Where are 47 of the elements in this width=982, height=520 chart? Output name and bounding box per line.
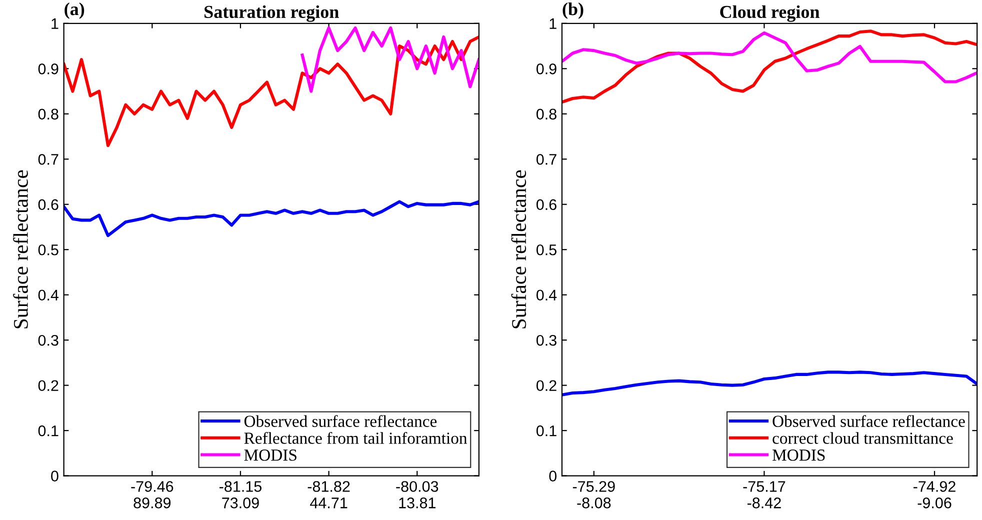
y-tick-label: 0.1 [38,425,58,436]
y-tick-label: 1 [550,18,556,29]
line-series [300,26,479,93]
y-tick-label: 0.2 [38,380,58,392]
legend-label: Observed surface reflectance [244,415,437,427]
y-tick-label: 0.8 [38,108,58,120]
y-tick-label: 1 [52,18,58,29]
y-axis-title: Surface reflectance [511,170,526,328]
x-tick-label: -81.82 44.71 [308,481,350,508]
y-tick-label: 0.6 [536,199,556,210]
legend-label: Reflectance from tail inforamtion [244,432,468,444]
y-tick-label: 0.8 [536,108,556,120]
y-tick-label: 0.1 [536,425,556,436]
y-tick-label: 0.5 [38,244,58,256]
y-tick-label: 0.3 [536,334,556,346]
legend-label: Observed surface reflectance [772,415,965,427]
x-tick-label: -74.92 -9.06 [914,481,956,508]
y-tick-label: 0.7 [536,154,556,165]
y-tick-label: 0 [549,470,557,482]
x-tick-label: -79.46 89.89 [131,481,174,508]
y-tick-label: 0.3 [38,334,58,346]
y-axis-title: Surface reflectance [13,170,28,328]
legend-label: correct cloud transmittance [772,432,953,444]
y-tick-label: 0.7 [38,154,58,165]
text: (a) [64,2,84,19]
chart-title: Saturation region [204,5,339,22]
x-tick-label: -75.17 -8.42 [743,481,786,508]
x-tick-label: -80.03 13.81 [396,481,438,508]
y-tick-label: 0 [51,470,58,482]
y-tick-label: 0.9 [536,64,556,74]
chart-title: Cloud region [720,5,820,22]
y-tick-label: 0.2 [536,380,556,392]
y-tick-label: 0.9 [38,64,58,74]
line-series [562,31,978,84]
y-tick-label: 0.4 [38,290,59,301]
legend-label: MODIS [772,450,825,461]
text: (b) [562,2,584,19]
line-series [562,30,978,104]
x-tick-label: -75.29 -8.08 [572,481,615,508]
x-tick-label: -81.15 73.09 [219,481,262,508]
line-series [562,370,978,396]
line-series [64,200,479,238]
y-tick-label: 0.5 [536,244,556,256]
legend-label: MODIS [244,450,296,461]
y-tick-label: 0.6 [38,199,58,210]
y-tick-label: 0.4 [536,290,557,301]
line-series [64,35,479,148]
